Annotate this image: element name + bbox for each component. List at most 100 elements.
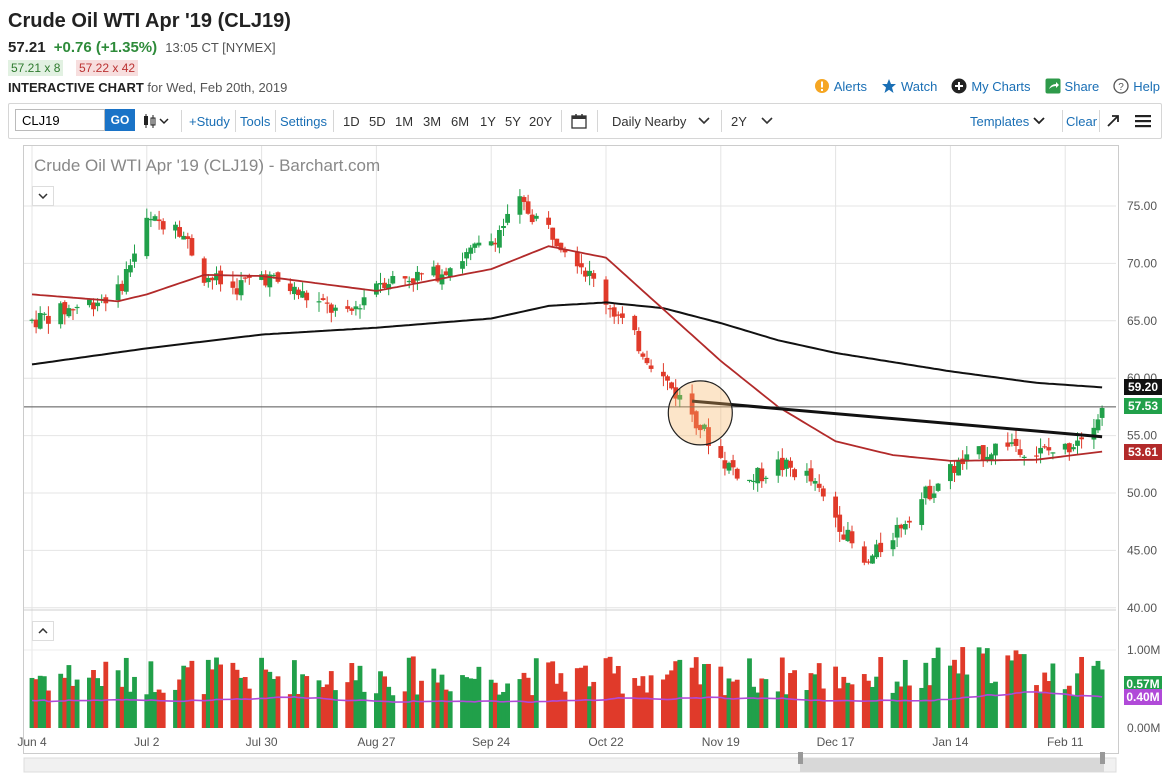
- toolbar-divider: [721, 110, 722, 132]
- period-1d[interactable]: 1D: [343, 113, 360, 129]
- candle: [894, 524, 900, 538]
- candle: [845, 529, 851, 542]
- y-tick-label: 70.00: [1127, 256, 1157, 270]
- candle: [357, 308, 363, 310]
- volume-bar: [849, 684, 855, 728]
- volume-bar: [898, 686, 904, 728]
- candle: [144, 217, 150, 257]
- candle: [919, 499, 925, 525]
- menu-button[interactable]: [1135, 104, 1151, 138]
- period-1y[interactable]: 1Y: [480, 113, 496, 129]
- interval-select[interactable]: Daily Nearby: [612, 104, 710, 138]
- alerts-link[interactable]: Alerts: [814, 78, 867, 94]
- study-button[interactable]: +Study: [189, 113, 230, 129]
- volume-bar: [62, 677, 68, 728]
- candle: [952, 465, 957, 473]
- period-3m[interactable]: 3M: [423, 113, 442, 129]
- volume-bar: [841, 676, 847, 728]
- toolbar-divider: [181, 110, 182, 132]
- collapse-volume-button[interactable]: [32, 621, 54, 641]
- volume-bar: [214, 657, 219, 728]
- volume-group: [29, 647, 1105, 728]
- watch-link[interactable]: Watch: [881, 78, 937, 94]
- candle: [931, 493, 937, 498]
- y-tick-label: 40.00: [1127, 601, 1157, 615]
- clear-button[interactable]: Clear: [1066, 113, 1098, 129]
- volume-bar: [935, 647, 941, 728]
- volume-bar: [415, 694, 420, 728]
- volume-bar: [546, 662, 551, 728]
- collapse-price-button[interactable]: [32, 186, 54, 206]
- candle: [759, 468, 765, 482]
- ask-badge: 57.22 x 42: [76, 60, 139, 76]
- volume-bar: [238, 677, 244, 728]
- volume-bar: [517, 679, 523, 728]
- candle: [902, 524, 908, 530]
- candle: [345, 306, 351, 309]
- volume-bar: [734, 679, 740, 728]
- volume-bar: [37, 675, 43, 728]
- volume-bar: [587, 686, 592, 728]
- period-6m[interactable]: 6M: [451, 113, 470, 129]
- volume-bar: [242, 677, 248, 728]
- x-tick-label: Nov 19: [702, 735, 740, 749]
- candle: [62, 302, 68, 315]
- volume-bar: [410, 656, 416, 728]
- candle: [722, 460, 728, 469]
- volume-bar: [29, 677, 35, 728]
- period-20y[interactable]: 20Y: [529, 113, 553, 129]
- ma200-value-label: 59.20: [1128, 380, 1158, 394]
- candle: [1017, 449, 1023, 455]
- candle: [837, 514, 843, 532]
- volume-bar: [755, 692, 761, 728]
- volume-ma-value-label-bg: [1124, 689, 1162, 705]
- volume-bar: [46, 690, 51, 728]
- volume-bar: [611, 673, 617, 728]
- templates-select[interactable]: Templates: [970, 104, 1045, 138]
- symbol-input[interactable]: [15, 109, 105, 131]
- ma50-value-label: 53.61: [1128, 445, 1158, 459]
- volume-bar: [804, 690, 810, 728]
- candle: [866, 561, 871, 563]
- volume-bar: [788, 673, 793, 728]
- chevron-down-icon: [698, 117, 710, 125]
- help-link[interactable]: ? Help: [1113, 78, 1160, 94]
- candle: [579, 263, 584, 268]
- templates-label: Templates: [970, 113, 1030, 129]
- my-charts-link[interactable]: My Charts: [951, 78, 1031, 94]
- volume-bar: [320, 687, 326, 728]
- period-5d[interactable]: 5D: [369, 113, 386, 129]
- candle: [74, 306, 80, 309]
- expand-button[interactable]: [1106, 104, 1120, 138]
- candles-group: [29, 189, 1105, 566]
- candle: [890, 540, 896, 550]
- share-link[interactable]: Share: [1045, 78, 1099, 94]
- volume-bar: [751, 686, 756, 728]
- candle: [784, 459, 789, 469]
- candle: [501, 226, 506, 229]
- volume-bar: [267, 671, 273, 728]
- go-button[interactable]: GO: [105, 109, 135, 131]
- candle: [242, 277, 248, 279]
- period-1m[interactable]: 1M: [395, 113, 414, 129]
- volume-bar: [181, 665, 187, 728]
- candle: [558, 242, 564, 251]
- quote-time: 13:05 CT [NYMEX]: [165, 40, 276, 55]
- period-5y[interactable]: 5Y: [505, 113, 521, 129]
- candle: [267, 274, 273, 288]
- candle: [259, 274, 264, 280]
- calendar-button[interactable]: [571, 104, 587, 138]
- settings-button[interactable]: Settings: [280, 113, 327, 129]
- candle: [554, 238, 560, 247]
- chart-type-button[interactable]: [143, 104, 169, 138]
- toolbar-divider: [235, 110, 236, 132]
- range-select[interactable]: 2Y: [731, 104, 773, 138]
- volume-bar: [177, 679, 182, 728]
- volume-bar: [620, 693, 625, 728]
- volume-bar: [706, 663, 711, 728]
- tools-button[interactable]: Tools: [240, 113, 271, 129]
- help-label: Help: [1133, 78, 1160, 94]
- candle: [328, 304, 334, 313]
- ma200-line: [31, 301, 1103, 389]
